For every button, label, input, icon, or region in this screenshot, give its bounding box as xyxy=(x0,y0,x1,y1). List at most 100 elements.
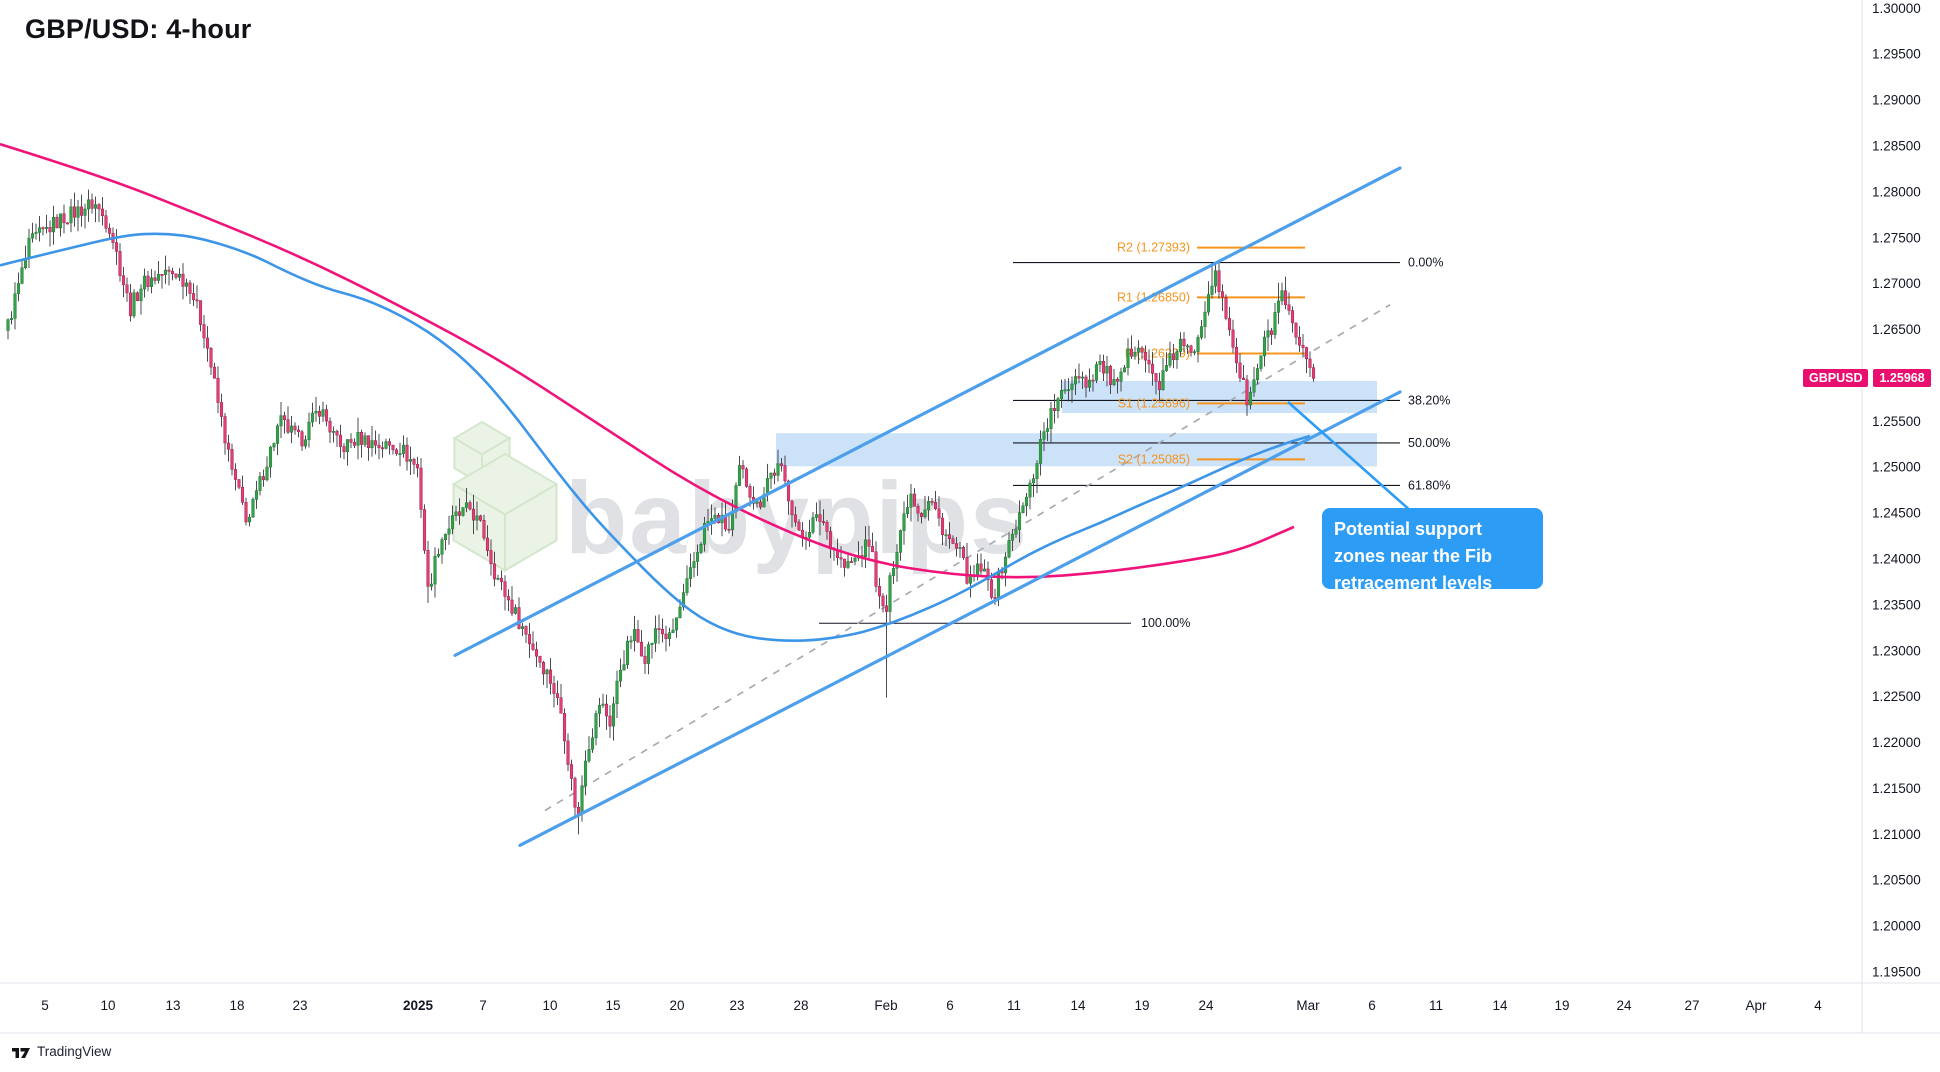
time-axis-labels[interactable]: 5 10 13 18 23 2025 7 10 15 20 23 28 Feb 6 11 14 19 24 Mar 6… xyxy=(41,998,1822,1013)
candle-up xyxy=(1280,290,1284,302)
time-axis-label: 11 xyxy=(1007,998,1021,1013)
candle-up xyxy=(1259,355,1263,369)
fib-retracement-tool[interactable]: 0.00% 38.20% 50.00% 61.80% 100.00% xyxy=(819,256,1450,631)
time-axis-label: 28 xyxy=(793,998,808,1013)
candle-down xyxy=(219,402,224,417)
candle-down xyxy=(489,550,493,565)
rising-channel-lower-line[interactable] xyxy=(518,390,1402,847)
candle-down xyxy=(240,486,245,503)
candle-up xyxy=(688,567,693,579)
candle-down xyxy=(566,740,570,765)
candle-up xyxy=(674,617,679,631)
candle-up xyxy=(681,592,686,608)
candle-down xyxy=(55,216,59,229)
candle-up xyxy=(587,749,591,762)
candle-down xyxy=(478,515,483,521)
candle-down xyxy=(559,697,563,714)
candle-down xyxy=(937,508,941,519)
candle-up xyxy=(891,568,896,576)
fib-level-label: 61.80% xyxy=(1408,478,1450,492)
candle-up xyxy=(142,275,147,290)
candle-up xyxy=(968,575,973,584)
candle-down xyxy=(405,444,409,462)
pink-moving-average-line[interactable] xyxy=(0,142,1295,579)
candle-up xyxy=(1066,389,1071,392)
candle-up xyxy=(1168,353,1172,366)
callout-tail-line[interactable] xyxy=(1287,401,1413,513)
rising-channel-upper-line[interactable] xyxy=(453,166,1402,657)
candle-up xyxy=(1038,439,1043,464)
blue-moving-average-line[interactable] xyxy=(0,232,1311,642)
candle-down xyxy=(104,215,108,229)
candle-down xyxy=(660,628,665,635)
price-axis-label: 1.27000 xyxy=(1872,276,1921,291)
candle-up xyxy=(1273,312,1277,335)
candle-up xyxy=(1178,338,1183,352)
candle-up xyxy=(580,785,584,815)
candle-down xyxy=(877,586,882,597)
price-axis-label: 1.24000 xyxy=(1872,552,1921,567)
candle-up xyxy=(926,501,931,511)
support-zones-callout[interactable]: Potential support zones near the Fib ret… xyxy=(1322,508,1543,593)
pivot-label-R2: R2 (1.27393) xyxy=(1117,241,1190,255)
candle-down xyxy=(97,204,101,210)
candle-up xyxy=(1021,505,1025,513)
support-zone[interactable] xyxy=(1062,380,1377,414)
candle-up xyxy=(1049,408,1053,429)
candle-down xyxy=(422,509,427,551)
candle-down xyxy=(1301,344,1305,348)
candle-up xyxy=(811,517,815,533)
candle-up xyxy=(646,644,651,664)
candle-down xyxy=(293,425,297,431)
page-title: GBP/USD: 4-hour xyxy=(25,14,252,44)
time-axis-label: 19 xyxy=(1134,998,1149,1013)
candle-down xyxy=(223,416,227,444)
candle-up xyxy=(650,642,654,645)
candle-up xyxy=(898,530,903,553)
candle-down xyxy=(492,563,497,580)
candle-down xyxy=(237,479,241,488)
price-axis-labels[interactable]: 1.30000 1.29500 1.29000 1.28500 1.28000 1.275… xyxy=(1872,1,1921,980)
candle-up xyxy=(671,629,675,633)
candle-down xyxy=(135,292,140,301)
candle-up xyxy=(737,465,742,486)
candle-up xyxy=(1087,379,1092,388)
candle-down xyxy=(636,629,640,643)
candle-down xyxy=(503,581,507,597)
price-axis-label: 1.21500 xyxy=(1872,781,1921,796)
candle-down xyxy=(471,508,476,521)
candle-down xyxy=(244,502,248,523)
candle-down xyxy=(758,501,763,508)
candle-up xyxy=(1017,512,1022,530)
candle-down xyxy=(1154,373,1158,382)
price-axis-label: 1.22500 xyxy=(1872,689,1921,704)
candle-down xyxy=(604,703,609,717)
support-zone-highlights[interactable] xyxy=(776,380,1377,467)
candle-up xyxy=(695,552,700,562)
candle-down xyxy=(230,449,234,470)
candle-up xyxy=(384,441,388,449)
tradingview-attribution[interactable]: TradingView xyxy=(12,1044,111,1059)
time-axis-label: Feb xyxy=(874,998,897,1013)
candle-up xyxy=(345,439,350,453)
candle-down xyxy=(510,599,514,614)
candle-down xyxy=(506,596,511,601)
candle-down xyxy=(1108,365,1113,385)
candle-up xyxy=(1119,371,1123,382)
candle-up xyxy=(69,206,73,224)
candle-up xyxy=(594,713,598,739)
time-axis-label: 6 xyxy=(1368,998,1376,1013)
candle-down xyxy=(62,213,66,224)
candle-up xyxy=(618,669,623,682)
candle-down xyxy=(930,501,934,503)
candle-down xyxy=(643,655,647,664)
candle-down xyxy=(188,282,192,294)
candle-up xyxy=(184,282,189,287)
candle-down xyxy=(394,449,399,454)
candle-down xyxy=(387,441,392,446)
candle-up xyxy=(1276,300,1281,313)
tradingview-logo-icon xyxy=(12,1048,30,1058)
candle-up xyxy=(611,703,616,727)
price-axis-label: 1.23500 xyxy=(1872,597,1921,612)
